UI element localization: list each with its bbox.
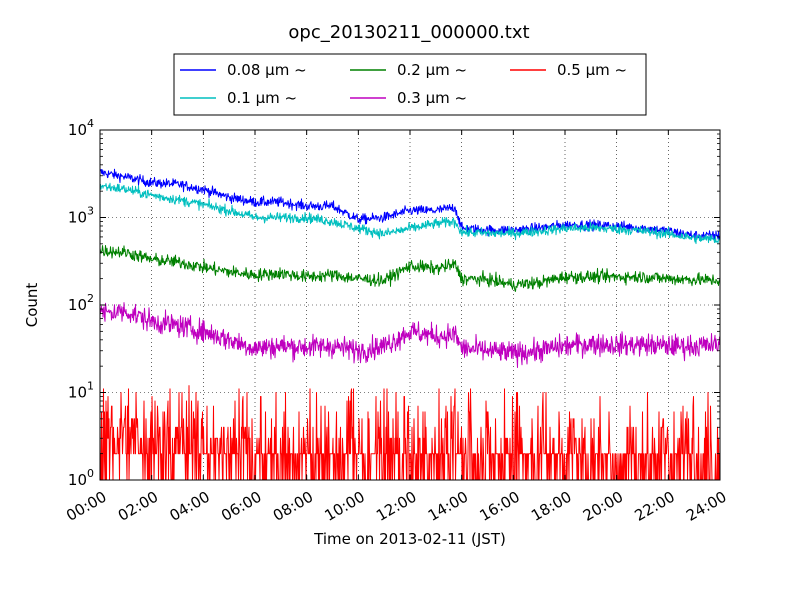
legend-entry-0: 0.08 μm ~ [227,61,307,79]
x-axis-label: Time on 2013-02-11 (JST) [313,530,506,548]
y-tick-label: 100 [68,467,94,489]
chart-title: opc_20130211_000000.txt [288,22,529,43]
y-tick-label: 103 [68,205,94,227]
series-group [99,168,721,481]
series-line-1 [99,182,721,245]
legend-entry-1: 0.1 μm ~ [227,89,297,107]
legend: 0.08 μm ~ 0.1 μm ~ 0.2 μm ~ 0.3 μm ~ 0.5 μm … [173,53,647,116]
series-line-4 [99,385,721,481]
legend-entry-2: 0.2 μm ~ [397,61,467,79]
legend-entry-3: 0.3 μm ~ [397,89,467,107]
legend-box [173,53,647,116]
series-line-0 [99,168,721,242]
series-line-3 [99,302,721,368]
y-tick-label: 104 [68,117,94,139]
grid [100,130,720,480]
y-tick-label: 102 [68,292,94,314]
series-line-2 [99,245,721,292]
legend-entry-4: 0.5 μm ~ [557,61,627,79]
y-axis-label: Count [23,283,41,328]
y-tick-label: 101 [68,380,94,402]
